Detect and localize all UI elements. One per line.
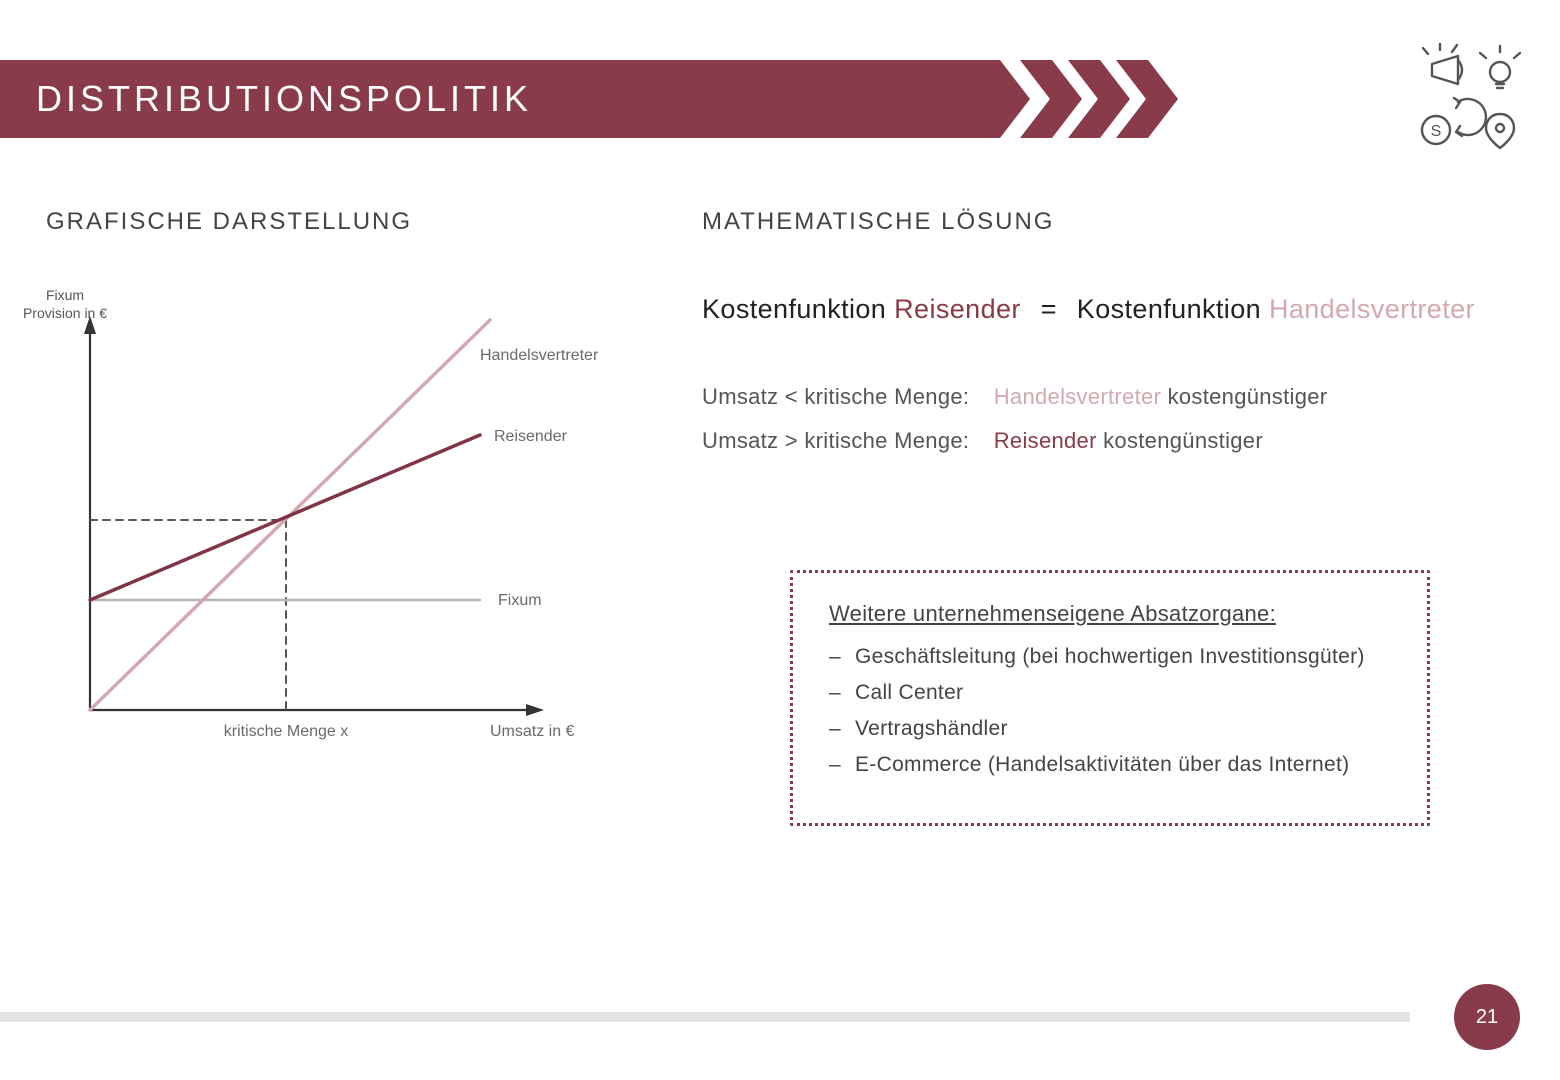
eq-rhs-colored: Handelsvertreter [1269, 294, 1475, 324]
x-tick-label: kritische Menge x [224, 723, 349, 740]
y-axis-label-2: Provision in € [23, 305, 107, 321]
reisender-label: Reisender [494, 428, 568, 445]
condition-1: Umsatz < kritische Menge: Handelsvertret… [702, 384, 1327, 410]
cost-chart: Fixum Provision in € Handelsvertreter Re… [10, 270, 620, 790]
eq-lhs-plain: Kostenfunktion [702, 294, 894, 324]
info-box-heading: Weitere unternehmenseigene Absatzorgane: [829, 601, 1391, 627]
chevrons-icon [1020, 60, 1180, 138]
right-section-heading: MATHEMATISCHE LÖSUNG [702, 208, 1054, 236]
handelsvertreter-label: Handelsvertreter [480, 347, 599, 364]
y-axis-label-1: Fixum [46, 287, 84, 303]
info-box-item: Call Center [829, 681, 1391, 705]
cond1-colored: Handelsvertreter [994, 384, 1161, 409]
eq-lhs-colored: Reisender [894, 294, 1021, 324]
eq-rhs-plain: Kostenfunktion [1077, 294, 1269, 324]
info-box-item: Vertragshändler [829, 717, 1391, 741]
page-number: 21 [1476, 1006, 1498, 1029]
eq-sign: = [1041, 294, 1057, 324]
svg-text:S: S [1431, 123, 1442, 140]
title-banner: DISTRIBUTIONSPOLITIK [0, 60, 1170, 138]
page-number-badge: 21 [1454, 984, 1520, 1050]
condition-2: Umsatz > kritische Menge: Reisender kost… [702, 428, 1263, 454]
x-axis-label: Umsatz in € [490, 723, 575, 740]
cond2-colored: Reisender [994, 428, 1097, 453]
info-box-item: E-Commerce (Handelsaktivitäten über das … [829, 753, 1391, 777]
page-title: DISTRIBUTIONSPOLITIK [36, 78, 532, 120]
info-box-item: Geschäftsleitung (bei hochwertigen Inves… [829, 645, 1391, 669]
marketing-icons-icon: S [1414, 42, 1524, 152]
cond1-label: Umsatz < kritische Menge: [702, 384, 969, 410]
fixum-label: Fixum [498, 592, 542, 609]
info-box-list: Geschäftsleitung (bei hochwertigen Inves… [829, 645, 1391, 777]
info-box: Weitere unternehmenseigene Absatzorgane:… [790, 570, 1430, 826]
left-section-heading: GRAFISCHE DARSTELLUNG [46, 208, 412, 236]
cond2-rest: kostengünstiger [1097, 428, 1263, 453]
cond1-rest: kostengünstiger [1161, 384, 1327, 409]
footer-bar [0, 1012, 1410, 1022]
cond2-label: Umsatz > kritische Menge: [702, 428, 969, 454]
cost-equation: Kostenfunktion Reisender = Kostenfunktio… [702, 294, 1475, 325]
